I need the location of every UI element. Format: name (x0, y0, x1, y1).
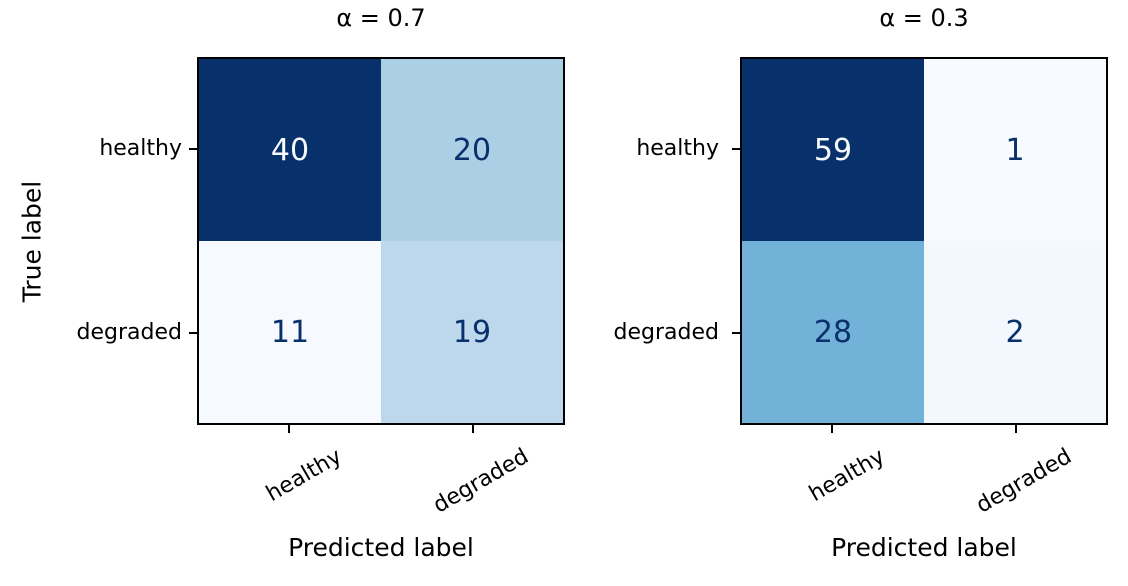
ytick-label-degraded: degraded (76, 320, 182, 345)
x-axis-label-left: Predicted label (288, 533, 474, 562)
xtick-label-healthy: healthy (262, 444, 347, 507)
cell-true-healthy-pred-degraded: 20 (381, 59, 563, 241)
cell-true-healthy-pred-degraded: 1 (924, 59, 1106, 241)
xtick-mark (1015, 425, 1017, 433)
y-axis-label: True label (17, 180, 47, 303)
cell-true-healthy-pred-healthy: 40 (199, 59, 381, 241)
cell-true-degraded-pred-healthy: 11 (199, 241, 381, 423)
ytick-mark (189, 148, 197, 150)
ytick-mark (189, 332, 197, 334)
xtick-label-degraded: degraded (971, 444, 1076, 519)
xtick-mark (472, 425, 474, 433)
cell-true-degraded-pred-degraded: 2 (924, 241, 1106, 423)
xtick-label-healthy: healthy (805, 444, 890, 507)
ytick-label-healthy: healthy (636, 136, 719, 161)
xtick-mark (831, 425, 833, 433)
ytick-label-healthy: healthy (99, 136, 182, 161)
xtick-label-degraded: degraded (428, 444, 533, 519)
heatmap-alpha-07: 40 20 11 19 (197, 57, 565, 425)
chart-title-alpha-03: α = 0.3 (879, 4, 969, 32)
ytick-mark (732, 332, 740, 334)
chart-title-alpha-07: α = 0.7 (336, 4, 426, 32)
ytick-mark (732, 148, 740, 150)
cell-true-degraded-pred-healthy: 28 (742, 241, 924, 423)
cell-true-healthy-pred-healthy: 59 (742, 59, 924, 241)
ytick-label-degraded: degraded (613, 320, 719, 345)
heatmap-alpha-03: 59 1 28 2 (740, 57, 1108, 425)
xtick-mark (288, 425, 290, 433)
x-axis-label-right: Predicted label (831, 533, 1017, 562)
cell-true-degraded-pred-degraded: 19 (381, 241, 563, 423)
